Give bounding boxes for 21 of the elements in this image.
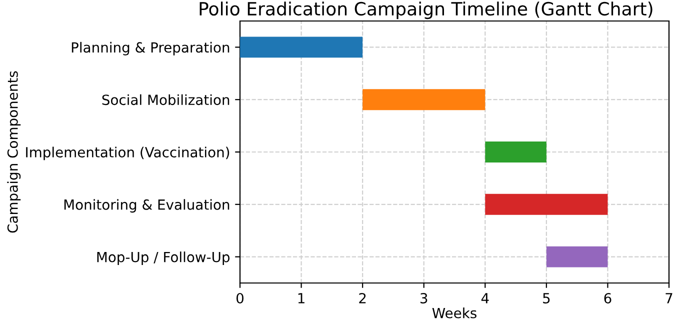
x-tick-label: 7 <box>666 293 672 304</box>
x-tick-label: 1 <box>298 293 304 304</box>
x-tick-label: 6 <box>604 292 612 304</box>
y-tick-label: Monitoring & Evaluation <box>64 199 230 213</box>
x-tick-label: 5 <box>543 293 550 304</box>
y-tick-label: Mop-Up / Follow-Up <box>97 252 230 265</box>
bar <box>240 36 363 58</box>
bar <box>546 246 608 268</box>
x-tick-label: 3 <box>420 292 428 304</box>
y-tick-label: Social Mobilization <box>102 94 230 106</box>
y-axis-title: Campaign Components <box>7 71 21 233</box>
chart-title: Polio Eradication Campaign Timeline (Gantt Chart) <box>200 2 652 20</box>
y-tick-label: Planning & Preparation <box>72 42 230 56</box>
y-tick-label: Implementation (Vaccination) <box>26 146 230 160</box>
x-tick-label: 0 <box>236 292 244 304</box>
bar <box>485 142 546 162</box>
x-tick-label: 2 <box>359 292 366 304</box>
bar <box>362 89 486 110</box>
x-axis-title: Weeks <box>432 308 476 318</box>
x-tick-label: 4 <box>481 293 489 304</box>
bar <box>485 194 608 215</box>
